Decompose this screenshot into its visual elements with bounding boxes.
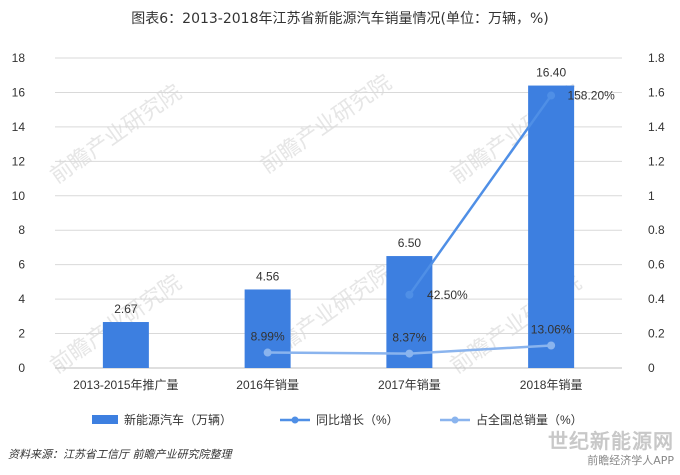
y-right-tick-label: 1.4 <box>648 120 665 134</box>
growth-point <box>547 91 556 100</box>
growth-point <box>405 290 414 299</box>
growth-data-label: 42.50% <box>427 288 468 302</box>
y-left-tick-label: 8 <box>18 223 25 237</box>
y-left-tick-label: 2 <box>18 327 25 341</box>
legend-label: 占全国总销量（%） <box>476 412 583 427</box>
chart-title: 图表6：2013-2018年江苏省新能源汽车销量情况(单位：万辆，%) <box>131 11 549 27</box>
source-note: 资料来源：江苏省工信厅 前瞻产业研究院整理 <box>8 448 232 461</box>
share-point <box>405 349 414 358</box>
footer-watermark: 世纪新能源网 前瞻经济学人APP <box>548 425 674 468</box>
y-left-tick-label: 16 <box>12 85 26 99</box>
y-left-tick-label: 6 <box>18 258 25 272</box>
y-right-tick-label: 0.2 <box>648 327 665 341</box>
footer-app-label: 前瞻经济学人APP <box>587 454 674 467</box>
y-left-tick-label: 4 <box>18 292 25 306</box>
y-right-tick-label: 1.2 <box>648 154 665 168</box>
bar <box>528 85 575 369</box>
watermark-text: 前瞻产业研究院 <box>256 70 397 179</box>
legend-marker-share <box>451 416 459 424</box>
share-point <box>263 348 272 357</box>
growth-line <box>408 94 553 296</box>
y-right-tick-label: 0 <box>648 361 655 375</box>
y-right-tick-label: 1.8 <box>648 51 665 65</box>
y-right-tick-label: 0.8 <box>648 223 665 237</box>
bar-data-label: 4.56 <box>256 269 280 283</box>
y-left-tick-label: 10 <box>12 189 26 203</box>
x-tick-label: 2017年销量 <box>378 378 441 392</box>
x-tick-label: 2016年销量 <box>236 378 299 392</box>
bar-data-label: 2.67 <box>114 302 138 316</box>
bar <box>102 322 149 368</box>
bar-data-label: 16.40 <box>536 66 566 80</box>
x-tick-label: 2013-2015年推广量 <box>73 378 178 392</box>
legend-swatch-bar <box>92 415 118 424</box>
y-right-tick-label: 1 <box>648 189 655 203</box>
y-right-tick-label: 0.6 <box>648 258 665 272</box>
growth-data-label: 158.20% <box>567 89 615 103</box>
share-data-label: 8.37% <box>392 331 426 345</box>
legend-marker-growth <box>291 416 299 424</box>
y-left-tick-label: 14 <box>12 120 26 134</box>
legend-label: 新能源汽车（万辆） <box>124 412 232 427</box>
bar-data-label: 6.50 <box>398 236 422 250</box>
share-data-label: 8.99% <box>251 330 285 344</box>
y-right-tick-label: 1.6 <box>648 85 665 99</box>
x-tick-label: 2018年销量 <box>520 378 583 392</box>
share-data-label: 13.06% <box>531 323 572 337</box>
y-left-tick-label: 12 <box>12 154 26 168</box>
y-left-tick-label: 18 <box>12 51 26 65</box>
share-point <box>547 341 556 350</box>
y-right-tick-label: 0.4 <box>648 292 665 306</box>
watermark-text: 前瞻产业研究院 <box>46 80 187 189</box>
footer-site-logo: 世纪新能源网 <box>548 429 674 453</box>
legend-label: 同比增长（%） <box>316 413 399 427</box>
y-left-tick-label: 0 <box>18 361 25 375</box>
